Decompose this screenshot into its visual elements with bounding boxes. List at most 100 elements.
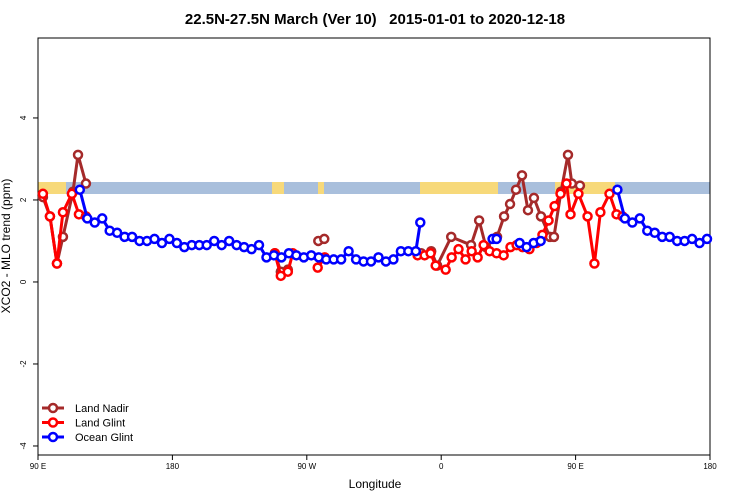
series-marker [543, 215, 554, 226]
series-marker [694, 237, 705, 249]
series-marker [649, 227, 660, 239]
land-strip [318, 182, 324, 194]
series-marker [66, 188, 78, 200]
series-marker [246, 243, 257, 255]
series-marker [80, 178, 92, 189]
series-marker [164, 233, 175, 245]
series-marker [473, 215, 485, 226]
series-marker [589, 258, 600, 269]
series-marker [111, 227, 123, 239]
series-marker [343, 245, 354, 257]
series-marker [522, 204, 534, 216]
legend-marker [47, 402, 59, 414]
series-marker [335, 254, 347, 265]
series-marker [312, 262, 323, 273]
series-marker [565, 209, 576, 220]
series-marker [319, 233, 330, 245]
series-marker [612, 184, 623, 195]
chart-title: 22.5N-27.5N March (Ver 10) 2015-01-01 to… [185, 11, 565, 28]
x-tick-label: 90 W [297, 462, 316, 471]
series-marker [253, 239, 265, 251]
series-marker [89, 217, 100, 228]
x-tick-label: 180 [703, 462, 717, 471]
legend-label: Land Glint [75, 418, 125, 430]
ocean-strip [38, 182, 710, 194]
series-marker [425, 248, 436, 259]
series-marker [156, 237, 168, 249]
series-marker [96, 213, 108, 224]
series-marker [549, 200, 560, 212]
x-tick-label: 90 E [567, 462, 583, 471]
series-marker [686, 233, 698, 245]
series-marker [74, 184, 86, 195]
series-marker [223, 235, 235, 247]
legend-marker [47, 431, 59, 443]
series [74, 184, 713, 267]
series-marker [574, 180, 586, 191]
series-marker [410, 245, 422, 257]
series-marker [171, 237, 183, 249]
series-marker [562, 149, 574, 161]
series-marker [573, 188, 584, 200]
x-axis-label: Longitude [349, 477, 402, 491]
series-marker [498, 211, 510, 222]
series-marker [627, 217, 638, 228]
series-marker [57, 207, 69, 218]
y-tick-label: 4 [19, 115, 28, 120]
series-marker [561, 178, 572, 189]
series-marker [72, 149, 84, 161]
series-marker [216, 239, 227, 251]
series-marker [365, 256, 377, 267]
series-marker [491, 233, 502, 245]
series-marker [282, 266, 294, 277]
series-marker [701, 233, 713, 245]
series-marker [201, 239, 212, 251]
plot-frame [37, 37, 711, 456]
y-axis-label: XCO2 - MLO trend (ppm) [0, 179, 13, 314]
y-tick-label: -2 [19, 360, 28, 368]
series-marker [440, 264, 451, 275]
series-marker [528, 192, 540, 204]
series-marker [460, 254, 471, 265]
y-tick-label: -4 [19, 442, 28, 450]
series-marker [595, 207, 606, 218]
series-marker [445, 231, 457, 243]
series-marker [472, 252, 483, 263]
y-tick-label: 0 [19, 279, 28, 284]
series-marker [149, 233, 160, 245]
series-marker [535, 235, 546, 247]
series-marker [126, 231, 138, 243]
series-marker [51, 258, 63, 269]
series-marker [619, 213, 631, 224]
series-marker [415, 217, 426, 228]
series-marker [516, 170, 528, 181]
series-marker [504, 198, 516, 210]
series-marker [535, 211, 547, 222]
x-tick-label: 90 E [30, 462, 46, 471]
series-marker [664, 231, 675, 243]
series-marker [373, 252, 384, 263]
x-tick-label: 180 [166, 462, 180, 471]
x-tick-label: 0 [439, 462, 444, 471]
series-marker [446, 252, 457, 263]
series-marker [478, 239, 489, 251]
series-marker [510, 184, 522, 195]
series-marker [430, 260, 441, 271]
legend-label: Land Nadir [75, 403, 129, 415]
series [37, 178, 628, 282]
land-strip [420, 182, 498, 194]
series-marker [634, 213, 646, 224]
series-marker [498, 250, 509, 261]
series-marker [388, 254, 399, 265]
series-marker [582, 211, 593, 222]
series-marker [37, 188, 49, 200]
series-marker [82, 213, 93, 224]
y-tick-label: 2 [19, 197, 28, 202]
legend-label: Ocean Glint [75, 432, 133, 444]
series-marker [208, 235, 220, 247]
series-marker [276, 252, 287, 263]
series-marker [453, 243, 464, 255]
series-marker [466, 245, 477, 257]
series-marker [555, 188, 566, 200]
